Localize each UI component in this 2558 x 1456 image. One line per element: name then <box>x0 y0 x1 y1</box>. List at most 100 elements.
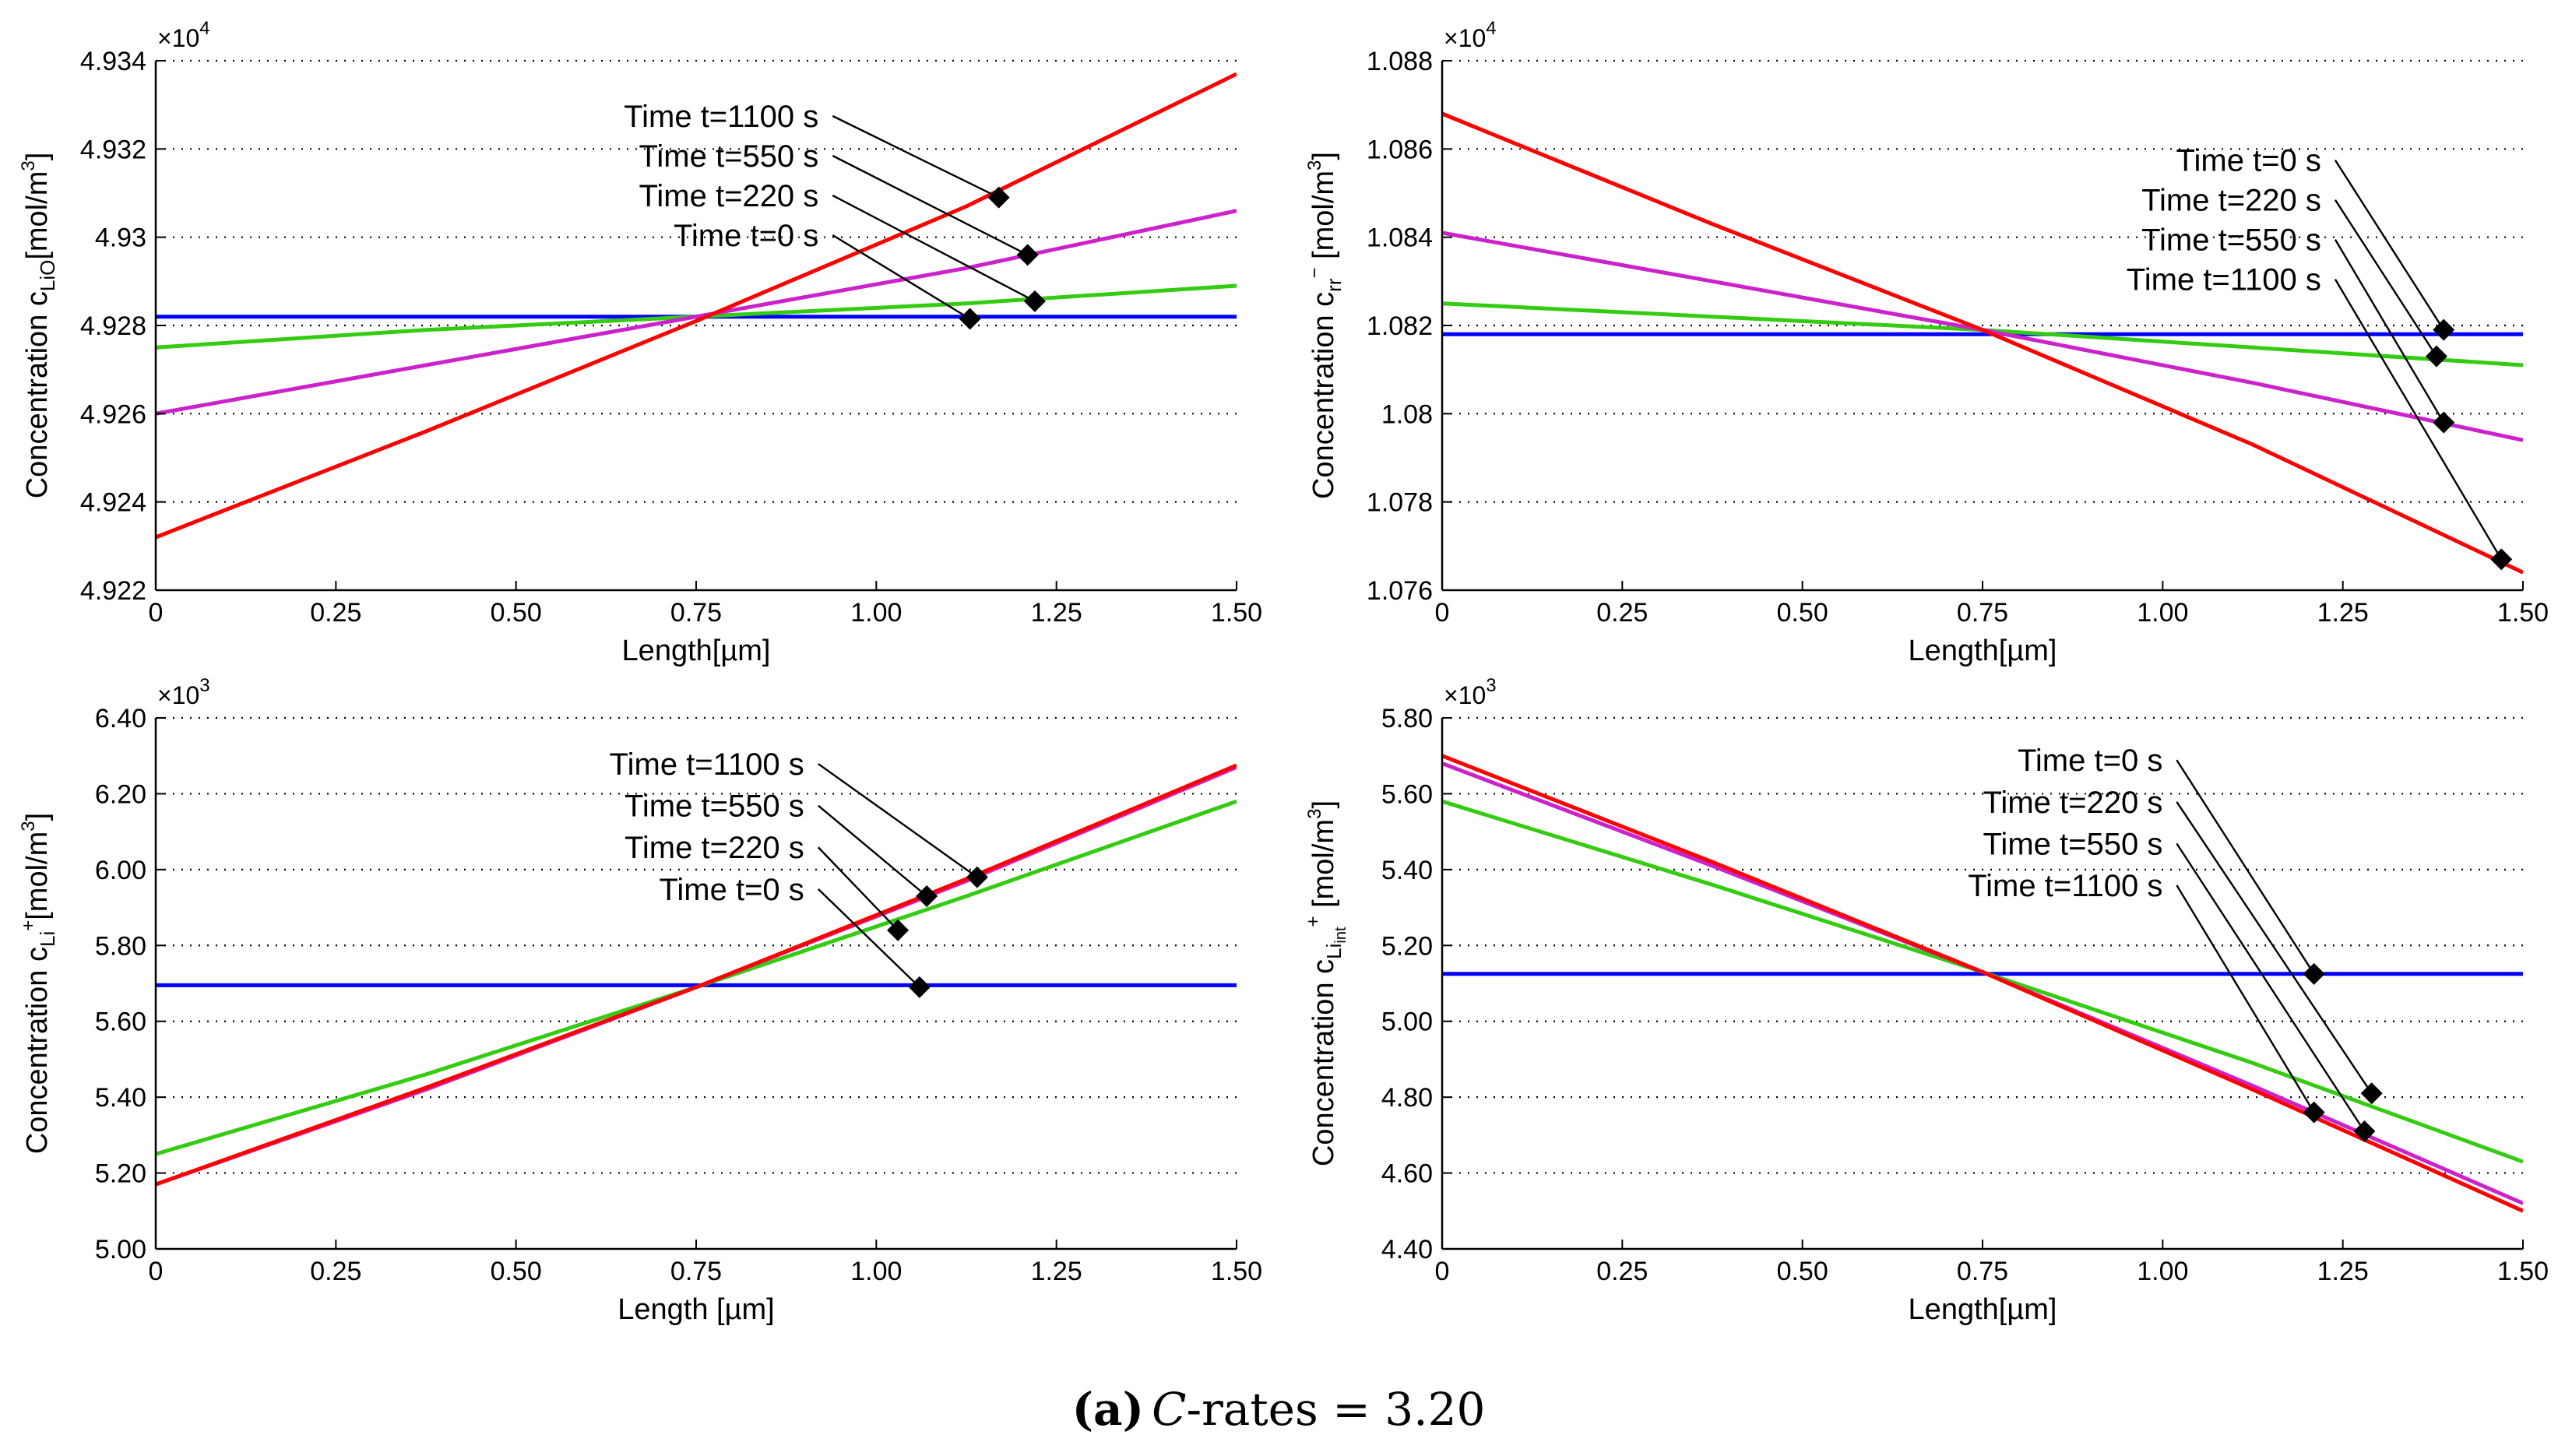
multiplier-exponent: 4 <box>199 18 209 39</box>
y-tick-label: 6.20 <box>95 779 146 809</box>
axis-multiplier: ×104 <box>1444 18 1497 52</box>
axis-multiplier: ×103 <box>1444 675 1497 709</box>
annotation-pointer <box>2176 759 2315 975</box>
y-tick-label: 5.80 <box>1381 704 1433 733</box>
y-tick-label: 1.082 <box>1367 311 1433 341</box>
y-label-main: Concentration c <box>21 291 54 498</box>
y-label-unit-exponent: 3 <box>1304 160 1325 171</box>
caption-bold: (a) <box>1072 1383 1144 1436</box>
y-label-unit-end: ] <box>1307 800 1340 809</box>
annotation-marker-diamond <box>2303 1101 2325 1124</box>
y-tick-label: 4.40 <box>1381 1235 1433 1264</box>
y-label-unit: [mol/m <box>21 171 54 260</box>
annotation-pointer <box>2334 160 2445 331</box>
y-tick-label: 1.086 <box>1367 135 1433 164</box>
annotation-pointer <box>832 154 1029 256</box>
multiplier-exponent: 3 <box>199 675 209 696</box>
annotation-marker-diamond <box>987 186 1010 209</box>
annotation-marker-diamond <box>959 308 981 330</box>
annotation-pointer <box>817 846 899 931</box>
x-tick-label: 0.50 <box>1777 598 1828 628</box>
x-tick-label: 1.25 <box>1031 598 1082 628</box>
y-label-unit-end: ] <box>21 813 54 821</box>
x-tick-label: 0.25 <box>310 1257 361 1286</box>
multiplier-exponent: 4 <box>1486 18 1496 39</box>
annotation-marker-diamond <box>1023 290 1046 312</box>
y-tick-label: 1.078 <box>1367 488 1433 518</box>
y-tick-label: 4.932 <box>80 135 146 164</box>
y-tick-label: 4.934 <box>80 47 146 76</box>
x-tick-label: 1.00 <box>2137 598 2188 628</box>
annotation-pointer <box>2334 239 2445 424</box>
annotation-label: Time t=550 s <box>625 790 804 824</box>
y-label-main: Concentration c <box>1307 292 1340 499</box>
annotation-label: Time t=220 s <box>625 831 804 865</box>
x-tick-label: 1.25 <box>1031 1257 1082 1286</box>
y-tick-label: 4.80 <box>1381 1083 1433 1113</box>
x-tick-label: 0.75 <box>1957 1257 2008 1286</box>
x-tick-label: 0.50 <box>491 598 542 628</box>
y-tick-label: 1.076 <box>1367 576 1433 606</box>
annotation-label: Time t=1100 s <box>624 100 818 134</box>
y-tick-label: 1.088 <box>1367 47 1433 76</box>
multiplier-base: ×10 <box>1444 24 1486 52</box>
annotation-marker-diamond <box>887 919 910 941</box>
y-tick-label: 5.00 <box>1381 1008 1433 1037</box>
annotation-label: Time t=550 s <box>639 139 818 174</box>
series-line-t1100 <box>156 72 1237 540</box>
y-tick-label: 5.40 <box>95 1083 146 1113</box>
annotation-marker-diamond <box>2433 318 2455 341</box>
x-tick-label: 0 <box>149 1257 164 1286</box>
y-label-superscript: + <box>18 920 39 931</box>
x-tick-label: 1.00 <box>850 1257 902 1286</box>
annotation-label: Time t=550 s <box>2141 223 2321 258</box>
x-tick-label: 0 <box>1435 598 1450 628</box>
y-tick-label: 5.80 <box>95 931 146 961</box>
y-tick-label: 5.00 <box>95 1235 146 1264</box>
annotation-label: Time t=1100 s <box>610 747 804 782</box>
x-axis-label: Length[µm] <box>622 635 771 667</box>
annotation-pointer <box>832 234 971 320</box>
annotation-label: Time t=220 s <box>639 179 818 213</box>
panel-concentration-li-int: 0 0.25 0.50 0.75 1.00 1.25 1.50 4.40 4.60 4.80 5.0… <box>1303 675 2549 1326</box>
y-label-subscript: Li <box>36 931 59 947</box>
annotation-label: Time t=1100 s <box>1968 869 2162 903</box>
annotation-label: Time t=220 s <box>1983 786 2162 820</box>
annotation-marker-diamond <box>2425 345 2447 368</box>
y-label-subscript: Li <box>1322 944 1346 959</box>
annotation-marker-diamond <box>2360 1082 2383 1105</box>
axis-multiplier: ×104 <box>157 18 210 52</box>
series-line-t550 <box>1442 230 2523 442</box>
y-label-unit-exponent: 3 <box>1304 809 1325 819</box>
annotation-label: Time t=0 s <box>2018 744 2162 778</box>
y-axis-label: Concentration cLiO[mol/m3] <box>18 153 59 499</box>
figure-caption: (a) C-rates = 3.20 <box>1072 1383 1486 1436</box>
annotation-pointer <box>2334 199 2437 357</box>
x-tick-label: 1.50 <box>2497 1257 2549 1286</box>
annotation-marker-diamond <box>2353 1120 2376 1142</box>
annotation-label: Time t=550 s <box>1983 827 2162 861</box>
x-axis-label: Length [µm] <box>618 1293 774 1326</box>
x-tick-label: 0 <box>1435 1257 1450 1286</box>
annotation-label: Time t=220 s <box>2141 184 2321 218</box>
series-line-t1100 <box>1442 111 2523 575</box>
x-tick-label: 0.75 <box>670 1257 722 1286</box>
x-tick-label: 0.50 <box>491 1257 542 1286</box>
panel-concentration-rr: 0 0.25 0.50 0.75 1.00 1.25 1.50 1.076 1.078 1.08 1… <box>1304 18 2549 667</box>
annotation-marker-diamond <box>908 976 931 998</box>
x-tick-label: 0.25 <box>1596 598 1648 628</box>
y-tick-label: 6.40 <box>95 704 146 733</box>
y-label-subscript-2: int <box>1332 927 1349 944</box>
x-axis-label: Length[µm] <box>1909 1293 2057 1326</box>
y-label-unit-end: ] <box>21 153 54 161</box>
annotation-pointer <box>832 194 1036 302</box>
y-label-superscript: + <box>1303 916 1324 927</box>
y-axis-label: Concentration cLiint + [mol/m3] <box>1303 800 1349 1166</box>
series-line-t550 <box>156 209 1237 416</box>
y-tick-label: 4.926 <box>80 399 146 429</box>
annotation-marker-diamond <box>1016 244 1039 266</box>
y-tick-label: 5.60 <box>1381 779 1433 809</box>
y-tick-label: 5.20 <box>1381 931 1433 961</box>
y-label-subscript: LiO <box>36 260 59 291</box>
